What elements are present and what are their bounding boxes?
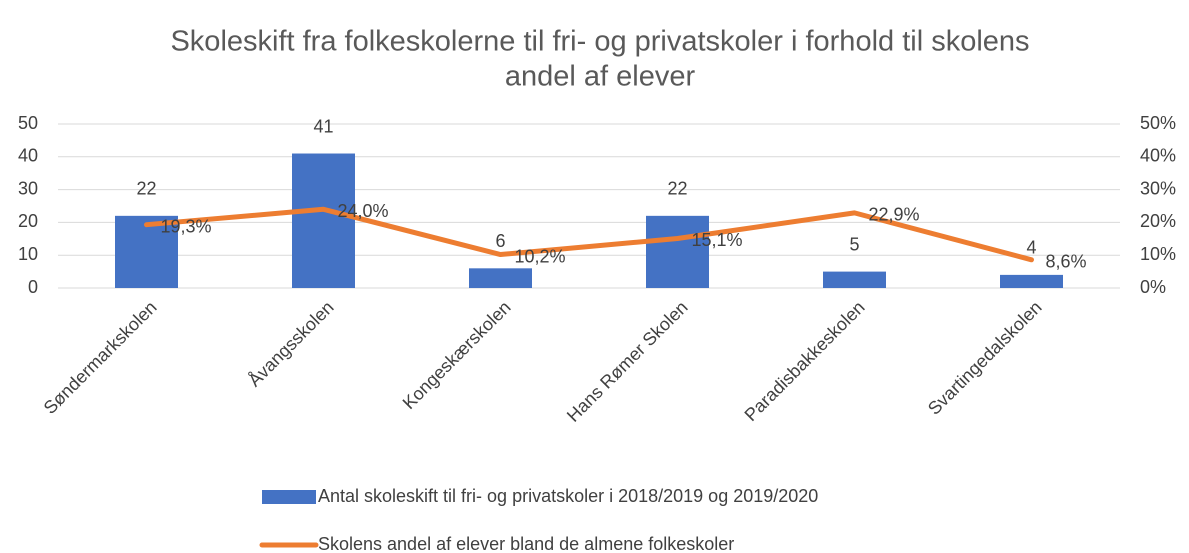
legend-label: Antal skoleskift til fri- og privatskole…	[318, 486, 818, 506]
data-label: 5	[849, 234, 859, 254]
legend-swatch	[262, 490, 316, 504]
y2-tick-label: 10%	[1140, 244, 1176, 264]
data-label: 22	[136, 179, 156, 199]
bar	[823, 271, 886, 288]
y-tick-label: 40	[18, 146, 38, 166]
y-tick-label: 30	[18, 178, 38, 198]
bar	[469, 268, 532, 288]
data-label: 6	[495, 231, 505, 251]
chart-title: Skoleskift fra folkeskolerne til fri- og…	[170, 26, 1029, 58]
data-label: 22	[667, 179, 687, 199]
y-tick-label: 20	[18, 211, 38, 231]
data-label: 10,2%	[515, 246, 566, 266]
data-label: 8,6%	[1046, 252, 1087, 272]
data-label: 15,1%	[692, 230, 743, 250]
data-label: 22,9%	[869, 205, 920, 225]
bar	[115, 215, 178, 288]
y-tick-label: 0	[28, 277, 38, 297]
line	[144, 206, 1034, 263]
chart-title: andel af elever	[505, 61, 696, 93]
data-label: 24,0%	[338, 201, 389, 221]
y2-tick-label: 0%	[1140, 277, 1166, 297]
y2-tick-label: 20%	[1140, 211, 1176, 231]
y2-tick-label: 50%	[1140, 113, 1176, 133]
data-label: 4	[1026, 238, 1036, 258]
bar	[292, 153, 355, 288]
y-tick-label: 50	[18, 113, 38, 133]
legend-label: Skolens andel af elever bland de almene …	[318, 534, 734, 553]
data-label: 19,3%	[161, 216, 212, 236]
y2-tick-label: 40%	[1140, 146, 1176, 166]
y-tick-label: 10	[18, 244, 38, 264]
bar	[646, 215, 709, 288]
y2-tick-label: 30%	[1140, 178, 1176, 198]
data-label: 41	[313, 116, 333, 136]
bar	[1000, 274, 1063, 288]
